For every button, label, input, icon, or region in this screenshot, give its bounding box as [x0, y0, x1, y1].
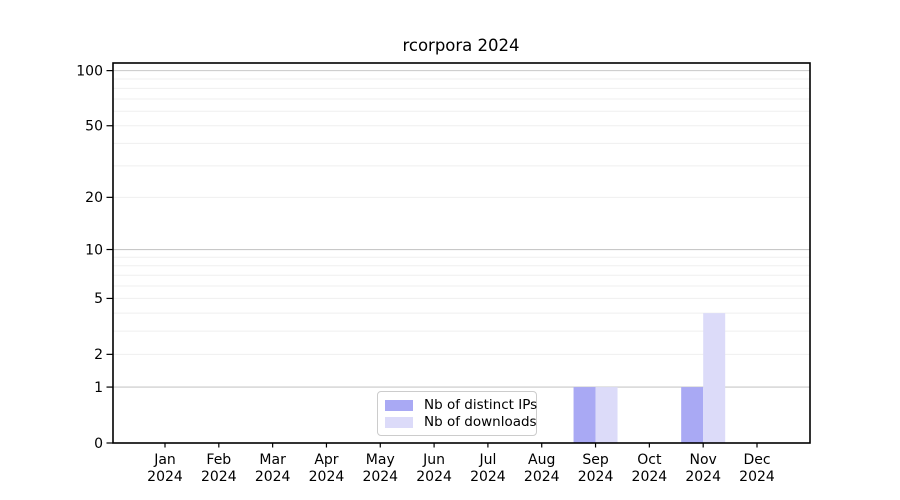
x-tick-label: Sep 2024: [578, 452, 614, 485]
legend-label-downloads: Nb of downloads: [424, 413, 537, 430]
x-tick-label: Jan 2024: [147, 452, 183, 485]
y-tick-label: 50: [85, 119, 103, 135]
legend: Nb of distinct IPs Nb of downloads: [377, 391, 537, 436]
x-tick-label: Feb 2024: [201, 452, 237, 485]
y-tick-label: 1: [94, 380, 103, 396]
legend-item-distinct-ips: Nb of distinct IPs: [385, 397, 537, 414]
bar-distinct-ips: [573, 387, 596, 443]
y-tick-label: 20: [85, 190, 103, 206]
x-tick-label: Jul 2024: [470, 452, 506, 485]
legend-item-downloads: Nb of downloads: [385, 414, 537, 431]
x-tick-label: Dec 2024: [739, 452, 775, 485]
y-tick-label: 100: [76, 63, 103, 79]
x-tick-label: Aug 2024: [524, 452, 560, 485]
bar-distinct-ips: [681, 387, 704, 443]
plot-border: [112, 62, 811, 444]
x-tick-label: Mar 2024: [255, 452, 291, 485]
bar-downloads: [703, 313, 726, 443]
legend-label-distinct-ips: Nb of distinct IPs: [424, 396, 538, 413]
y-tick-label: 2: [94, 347, 103, 363]
legend-swatch-distinct-ips: [385, 400, 413, 411]
y-tick-label: 10: [85, 242, 103, 258]
x-tick-label: Jun 2024: [416, 452, 452, 485]
chart-title: rcorpora 2024: [402, 36, 520, 55]
x-tick-label: Apr 2024: [309, 452, 345, 485]
x-tick-label: Nov 2024: [685, 452, 721, 485]
legend-swatch-downloads: [385, 417, 413, 428]
x-tick-label: May 2024: [362, 452, 398, 485]
y-tick-label: 0: [94, 436, 103, 452]
bar-downloads: [595, 387, 618, 443]
x-tick-label: Oct 2024: [632, 452, 668, 485]
y-tick-label: 5: [94, 291, 103, 307]
